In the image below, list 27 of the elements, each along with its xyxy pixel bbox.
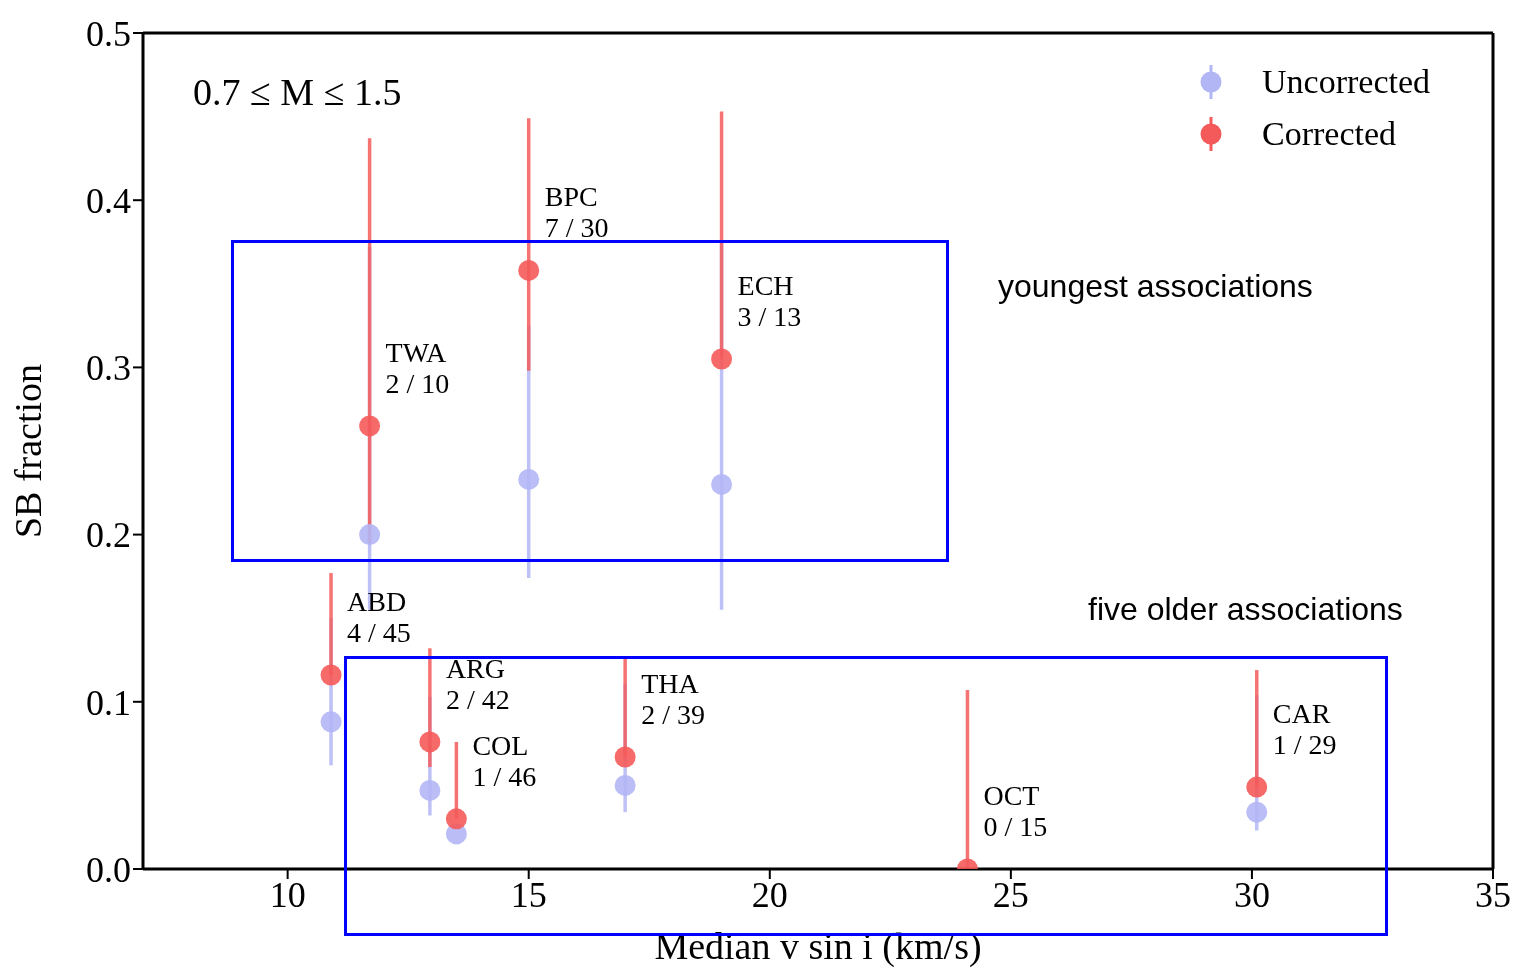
x-tick-label: 20 bbox=[751, 874, 788, 915]
annotation: COL 1 / 46 bbox=[472, 729, 537, 792]
annotation: TWA 2 / 10 bbox=[385, 336, 450, 399]
annotation: ABD 4 / 45 bbox=[347, 586, 411, 649]
annotation: five older associations bbox=[1088, 591, 1403, 628]
annotation: 0.7 ≤ M ≤ 1.5 bbox=[193, 70, 402, 114]
annotation: youngest associations bbox=[998, 268, 1313, 305]
annotation: THA 2 / 39 bbox=[641, 667, 705, 730]
x-tick-label: 25 bbox=[992, 874, 1029, 915]
x-tick-label: 10 bbox=[269, 874, 306, 915]
y-tick-label: 0.3 bbox=[86, 348, 131, 389]
annotation: ECH 3 / 13 bbox=[737, 270, 802, 333]
annotation: BPC 7 / 30 bbox=[544, 181, 609, 244]
y-axis-title: SB fraction bbox=[7, 363, 50, 539]
annotation: CAR 1 / 29 bbox=[1272, 698, 1337, 761]
y-tick-label: 0.2 bbox=[86, 515, 131, 556]
x-tick-label: 35 bbox=[1475, 874, 1511, 915]
x-tick-label: 15 bbox=[510, 874, 547, 915]
annotation: OCT 0 / 15 bbox=[983, 780, 1048, 842]
legend-label: Corrected bbox=[1262, 115, 1397, 153]
annotation: ARG 2 / 42 bbox=[445, 652, 510, 715]
x-tick-label: 30 bbox=[1233, 874, 1270, 915]
legend-label: Uncorrected bbox=[1262, 63, 1431, 101]
y-tick-label: 0.4 bbox=[86, 180, 131, 221]
y-tick-label: 0.0 bbox=[86, 849, 131, 890]
y-tick-label: 0.5 bbox=[86, 13, 131, 54]
y-tick-label: 0.1 bbox=[86, 682, 131, 723]
